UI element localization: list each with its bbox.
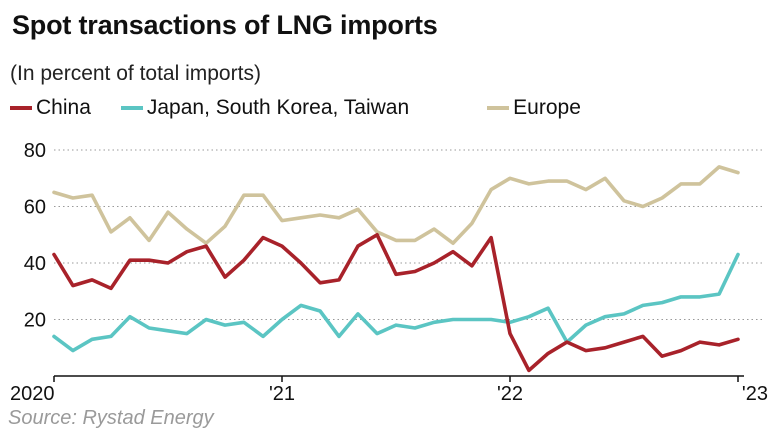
legend-label-china: China [36,96,91,119]
legend-swatch-europe [487,106,510,110]
x-tick-label: 2020 [10,383,55,405]
x-tick-label: '21 [269,383,295,405]
legend-label-europe: Europe [513,96,581,119]
legend-item-europe: Europe [487,96,581,120]
legend-swatch-china [10,106,32,110]
x-tick-label: '22 [497,383,523,405]
y-tick-label: 80 [24,140,46,162]
series-line-japan-south-korea-taiwan [52,252,740,353]
chart-title: Spot transactions of LNG imports [12,10,438,40]
series-line-europe [52,165,740,245]
legend-label-japan-korea-taiwan: Japan, South Korea, Taiwan [146,96,410,119]
legend: China Japan, South Korea, Taiwan Europe [10,96,611,120]
y-tick-label: 60 [24,197,46,219]
line-chart: 20 40 60 80 2020 '21 '22 '23 [10,140,768,405]
y-tick-label: 20 [24,310,46,332]
x-tick-label: '23 [742,383,768,405]
legend-item-japan-korea-taiwan: Japan, South Korea, Taiwan [120,96,410,120]
chart-subtitle: (In percent of total imports) [10,62,261,85]
legend-swatch-japan-korea-taiwan [120,106,143,110]
source-note: Source: Rystad Energy [8,407,214,429]
series-line-china [52,233,740,373]
y-tick-label: 40 [24,253,46,275]
legend-item-china: China [10,96,91,120]
